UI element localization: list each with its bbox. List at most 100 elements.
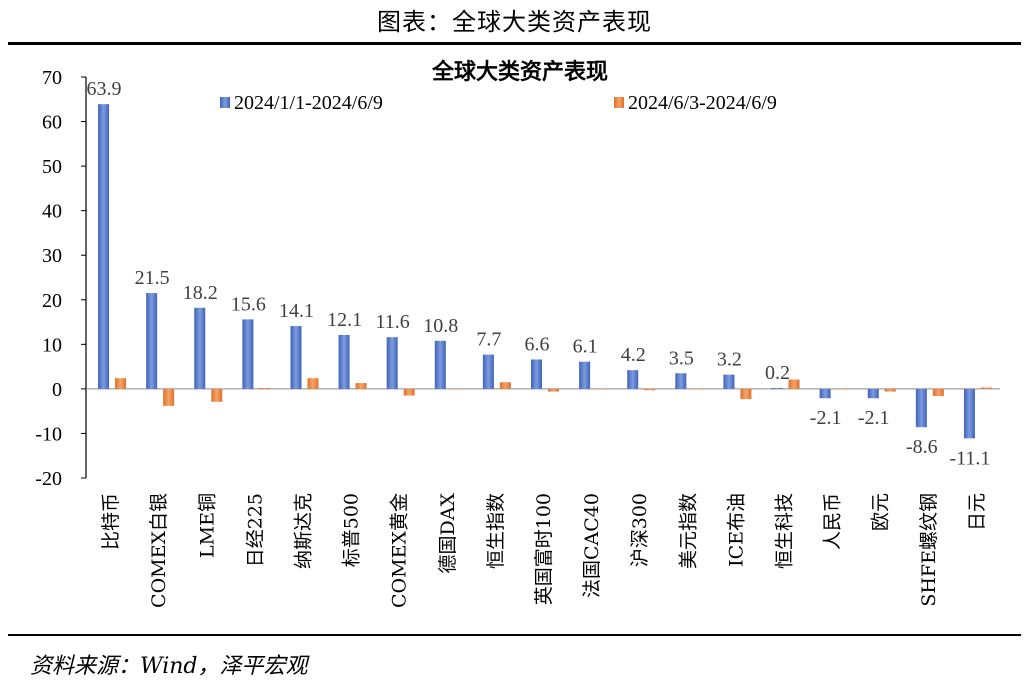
category-label: SHFE螺纹钢 <box>918 493 940 607</box>
bar-week <box>355 383 367 389</box>
bar-week <box>596 388 608 390</box>
y-tick-label: 30 <box>42 245 62 267</box>
bar-ytd <box>771 387 783 389</box>
bar-ytd <box>963 388 975 439</box>
y-tick-label: 40 <box>42 201 62 223</box>
bar-week <box>499 382 511 389</box>
category-label: 日经225 <box>244 493 266 567</box>
bar-week <box>836 388 848 390</box>
category-label: 恒生指数 <box>485 493 507 569</box>
data-label: 4.2 <box>621 344 646 366</box>
data-label: 3.2 <box>717 349 742 371</box>
category-label: 日元 <box>966 493 988 531</box>
y-tick-label: -10 <box>35 423 62 445</box>
data-label: -2.1 <box>858 407 890 429</box>
bar-ytd <box>482 354 494 389</box>
bar-ytd <box>98 104 110 389</box>
bar-week <box>163 388 175 406</box>
category-label: LME铜 <box>196 493 218 558</box>
bar-ytd <box>675 373 687 389</box>
bar-ytd <box>194 307 206 389</box>
bar-week <box>548 388 559 392</box>
bar-week <box>788 379 800 389</box>
category-label: COMEX白银 <box>148 493 170 608</box>
bar-ytd <box>531 359 542 389</box>
data-label: 15.6 <box>231 293 266 315</box>
page-title: 图表：全球大类资产表现 <box>377 8 652 36</box>
bar-week <box>211 388 223 402</box>
y-tick-label: 0 <box>52 379 62 401</box>
data-label: 21.5 <box>135 267 170 289</box>
legend-label: 2024/1/1-2024/6/9 <box>234 92 383 114</box>
y-tick-label: 50 <box>42 156 62 178</box>
data-label: 14.1 <box>279 300 314 322</box>
data-label: 3.5 <box>669 347 694 369</box>
bar-ytd <box>434 340 446 389</box>
bar-week <box>451 388 463 390</box>
data-label: -11.1 <box>949 447 990 469</box>
data-label: 6.1 <box>573 336 598 358</box>
y-tick-label: 10 <box>42 334 62 356</box>
category-label: 法国CAC40 <box>581 493 603 598</box>
bars <box>98 104 992 439</box>
y-tick-label: 60 <box>42 112 62 134</box>
category-label: 美元指数 <box>677 493 699 569</box>
bar-ytd <box>627 370 639 389</box>
category-label: 英国富时100 <box>533 493 555 605</box>
legend-swatch <box>614 97 624 108</box>
legend-label: 2024/6/3-2024/6/9 <box>628 92 777 114</box>
chart-title: 全球大类资产表现 <box>431 59 608 85</box>
data-label: -8.6 <box>906 436 938 458</box>
bar-ytd <box>386 337 398 389</box>
y-tick-label: 70 <box>42 67 62 89</box>
category-label: ICE布油 <box>725 493 747 567</box>
data-label: 10.8 <box>423 315 458 337</box>
data-labels: 63.9 21.5 18.2 15.6 14.1 12.1 11.6 10.8 7.7 6.6 6.… <box>87 78 991 469</box>
bar-week <box>403 388 415 396</box>
bar-ytd <box>819 388 831 399</box>
bar-ytd <box>338 334 350 389</box>
bar-ytd <box>723 374 735 389</box>
bar-week <box>692 388 704 390</box>
bar-week <box>740 388 752 400</box>
source-note: 资料来源：Wind，泽平宏观 <box>30 654 308 679</box>
bar-ytd <box>146 293 158 389</box>
y-tick-label: -20 <box>35 468 62 490</box>
top-rule <box>8 42 1021 45</box>
axes: 70 60 50 40 30 20 10 0 -10 -20 <box>35 67 1000 490</box>
bar-week <box>115 378 127 389</box>
legend: 2024/1/1-2024/6/9 2024/6/3-2024/6/9 <box>220 92 777 114</box>
legend-swatch <box>220 97 230 108</box>
category-label: 欧元 <box>870 493 892 531</box>
bottom-rule <box>8 634 1021 636</box>
category-labels: 比特币 COMEX白银 LME铜 日经225 纳斯达克 标普500 COMEX黄金 德国DAX… <box>100 493 988 608</box>
category-label: 人民币 <box>822 493 844 550</box>
bar-ytd <box>915 388 927 428</box>
category-label: 恒生科技 <box>774 493 796 569</box>
data-label: 7.7 <box>476 329 501 351</box>
data-label: -2.1 <box>810 407 842 429</box>
data-label: 12.1 <box>327 309 362 331</box>
bar-week <box>644 388 656 391</box>
category-label: COMEX黄金 <box>389 493 411 608</box>
bar-ytd <box>867 388 879 399</box>
bar-ytd <box>290 326 302 389</box>
category-label: 纳斯达克 <box>292 493 314 569</box>
bar-week <box>980 387 992 389</box>
bar-ytd <box>579 361 591 389</box>
bar-week <box>307 378 319 389</box>
category-label: 德国DAX <box>437 493 459 574</box>
bar-week <box>884 388 896 392</box>
category-label: 沪深300 <box>629 493 651 567</box>
category-label: 标普500 <box>341 493 363 567</box>
bar-week <box>932 388 944 397</box>
y-tick-label: 20 <box>42 290 62 312</box>
data-label: 63.9 <box>87 78 122 100</box>
data-label: 0.2 <box>765 362 790 384</box>
bar-ytd <box>242 319 254 389</box>
data-label: 18.2 <box>183 282 218 304</box>
data-label: 11.6 <box>376 311 410 333</box>
category-label: 比特币 <box>100 493 122 550</box>
bar-week <box>259 387 271 389</box>
